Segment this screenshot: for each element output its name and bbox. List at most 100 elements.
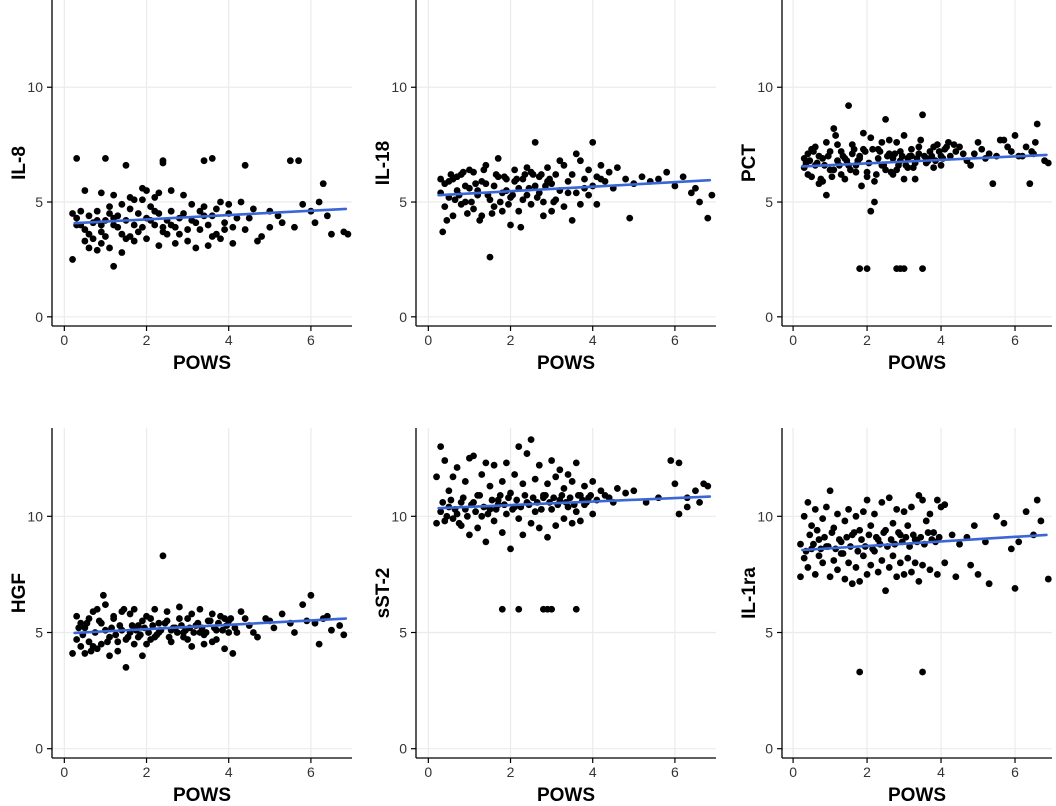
data-point [806,157,814,165]
data-point [97,189,105,197]
data-point [982,538,989,546]
data-point [841,517,849,525]
data-point [900,132,908,139]
data-point [804,150,812,158]
data-point [933,496,941,504]
data-point [572,150,580,158]
data-point [655,175,662,183]
data-point [173,629,181,636]
data-point [815,552,823,560]
data-point [1028,148,1036,155]
data-point [915,143,923,151]
data-point [859,129,867,137]
x-tick-label: 2 [507,764,515,780]
data-point [472,180,479,188]
data-point [106,652,113,660]
data-point [229,239,237,247]
data-point [295,157,302,165]
data-point [509,191,516,199]
data-point [1033,120,1041,128]
data-point [1000,519,1008,527]
data-point [950,141,958,149]
data-point [463,210,471,217]
data-point [613,164,621,171]
data-point [85,638,93,646]
data-point [130,221,138,229]
data-point [511,166,519,174]
data-point [126,233,134,240]
y-tick-label: 0 [399,741,407,757]
data-point [126,205,134,213]
x-tick-label: 6 [671,764,679,780]
data-point [589,510,597,518]
data-point [204,221,212,229]
data-point [97,640,105,648]
data-point [564,189,572,197]
data-point [270,624,278,632]
data-point [237,198,245,206]
data-point [919,561,926,569]
data-point [87,647,95,655]
data-point [797,573,804,581]
data-point [854,157,862,165]
x-tick-label: 4 [937,764,945,780]
data-point [482,459,490,467]
data-point [848,580,856,588]
data-point [531,475,539,483]
data-point [1011,584,1019,592]
data-point [505,494,512,502]
data-point [488,210,496,217]
data-point [507,545,514,553]
data-point [443,216,451,224]
data-point [291,629,298,636]
data-point [307,591,315,599]
panel-sst2: 0 2 4 6 0 5 10 POWS sST-2 [373,428,716,806]
data-point [911,175,919,183]
data-point [108,624,115,632]
x-tick-label: 0 [789,332,797,348]
data-point [867,522,875,530]
data-point [826,487,834,495]
data-point [498,207,506,215]
data-point [959,150,967,158]
data-point [75,624,83,632]
data-point [847,166,854,174]
data-point [867,207,875,215]
data-point [630,487,638,495]
data-point [568,519,576,527]
data-point [970,150,978,158]
data-point [175,603,183,611]
data-point [494,155,502,162]
data-point [486,482,494,490]
data-point [340,631,348,639]
data-point [546,175,553,183]
data-point [1004,143,1012,151]
data-point [118,200,126,208]
data-point [597,487,605,495]
data-point [585,191,593,199]
x-tick-label: 0 [60,332,68,348]
y-axis-title: sST-2 [373,568,394,619]
data-point [155,242,163,250]
data-point [112,631,120,639]
data-point [104,638,111,646]
data-point [459,494,467,502]
data-point [863,571,871,578]
data-point [581,482,588,490]
data-point [985,580,993,588]
data-point [196,605,204,613]
data-point [859,508,867,516]
y-tick-label: 5 [765,194,773,210]
data-point [834,566,841,574]
data-point [533,194,541,201]
data-point [233,214,241,222]
x-tick-label: 6 [671,332,679,348]
data-point [542,491,549,499]
data-point [134,228,142,236]
data-point [229,650,237,657]
data-point [188,610,196,618]
data-point [159,159,167,167]
data-point [1007,545,1015,553]
data-point [834,510,841,518]
y-axis-title: HGF [9,573,30,613]
